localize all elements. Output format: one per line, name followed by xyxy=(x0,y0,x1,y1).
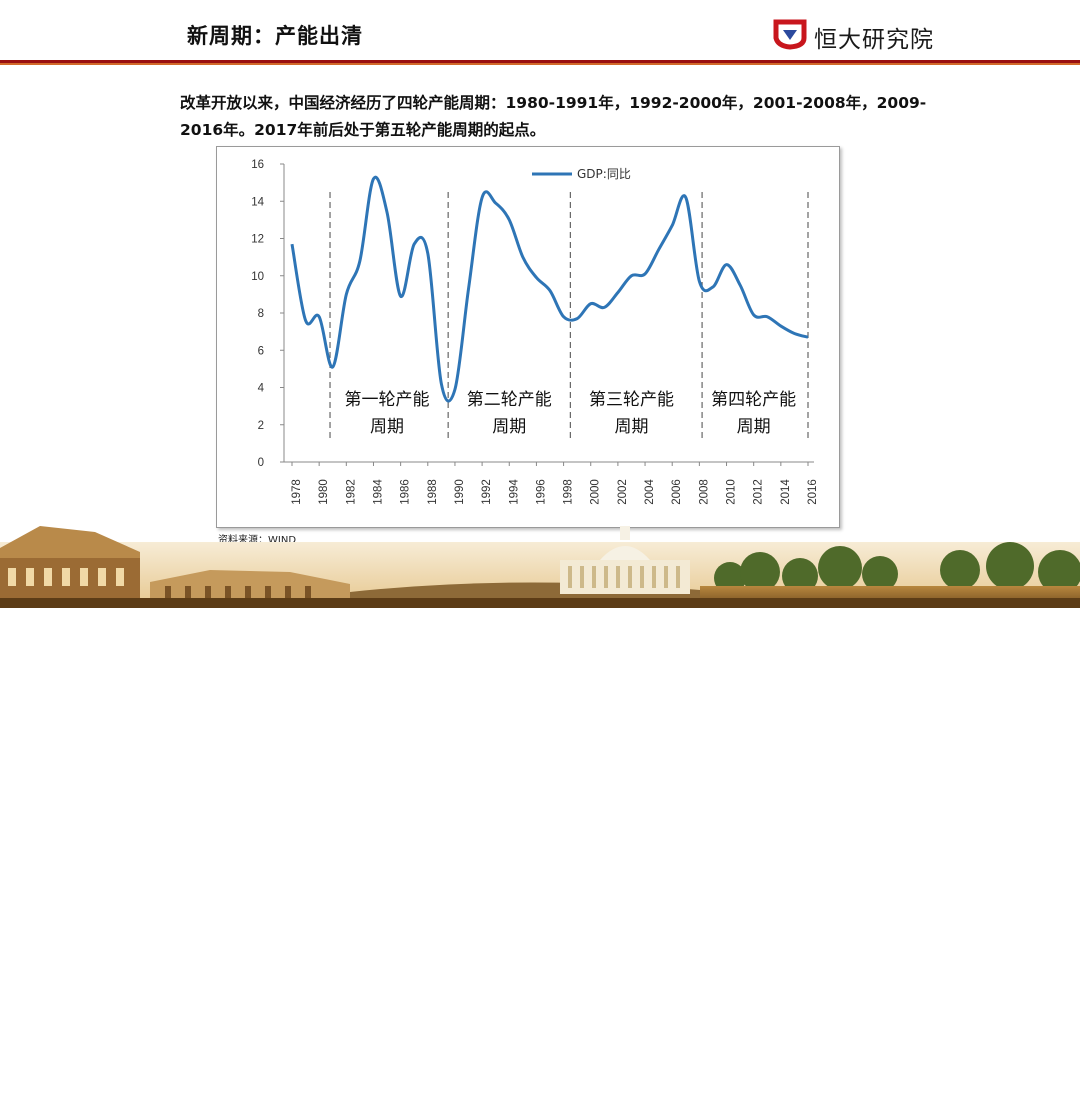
y-tick-label: 2 xyxy=(258,420,264,432)
page-title: 新周期：产能出清 xyxy=(187,20,363,50)
y-tick-label: 10 xyxy=(251,271,264,283)
x-tick-label: 2016 xyxy=(807,479,819,505)
x-tick-label: 2008 xyxy=(698,479,710,505)
cycle-annotation: 周期 xyxy=(614,417,648,437)
x-tick-label: 2006 xyxy=(671,479,683,505)
x-tick-label: 2002 xyxy=(617,479,629,505)
logo-text: 恒大研究院 xyxy=(814,20,934,54)
chart-frame: 0 2 4 6 8 10 12 14 16 1978 1980 1982 1984 1986 1988 199… xyxy=(216,146,840,528)
y-tick-label: 12 xyxy=(251,234,264,246)
x-tick-label: 2004 xyxy=(644,479,656,505)
x-tick-label: 2010 xyxy=(726,479,738,505)
x-tick-label: 2014 xyxy=(780,479,792,505)
cycle-annotation: 周期 xyxy=(492,417,526,437)
evergrande-logo-icon xyxy=(772,18,808,50)
y-tick-label: 6 xyxy=(258,345,264,357)
x-tick-label: 1980 xyxy=(318,479,330,505)
x-tick-label: 1988 xyxy=(427,479,439,505)
x-tick-label: 2000 xyxy=(590,479,602,505)
cycle-annotation: 第三轮产能 xyxy=(589,390,674,410)
x-tick-label: 1990 xyxy=(454,479,466,505)
y-tick-label: 8 xyxy=(258,308,264,320)
y-tick-label: 14 xyxy=(251,196,264,208)
x-tick-label: 1998 xyxy=(563,479,575,505)
x-tick-label: 1984 xyxy=(372,479,384,505)
x-tick-label: 1996 xyxy=(535,479,547,505)
watermark: ∞ 大数跨境 xyxy=(4,1090,92,1115)
watermark-text: 大数跨境 xyxy=(24,1095,92,1115)
x-tick-label: 1994 xyxy=(508,479,520,505)
footer-banner: ∞ 大数跨境 xyxy=(0,512,1080,608)
x-tick-label: 1992 xyxy=(481,479,493,505)
x-tick-label: 1978 xyxy=(291,479,303,505)
header-rule-accent xyxy=(0,63,1080,65)
cycle-annotation: 第四轮产能 xyxy=(711,390,796,410)
intro-paragraph: 改革开放以来，中国经济经历了四轮产能周期：1980-1991年，1992-200… xyxy=(180,90,940,144)
x-tick-label: 1986 xyxy=(400,479,412,505)
cycle-annotation: 周期 xyxy=(737,417,771,437)
x-tick-label: 2012 xyxy=(753,479,765,505)
y-tick-label: 16 xyxy=(251,159,264,171)
cycle-annotation: 第一轮产能 xyxy=(345,390,430,410)
y-tick-label: 0 xyxy=(258,457,264,469)
y-tick-label: 4 xyxy=(258,383,265,395)
watermark-icon: ∞ xyxy=(4,1095,24,1115)
series-line-gdp xyxy=(292,177,808,401)
cycle-annotation: 周期 xyxy=(370,417,404,437)
x-tick-label: 1982 xyxy=(345,479,357,505)
gdp-chart: 0 2 4 6 8 10 12 14 16 1978 1980 1982 1984 1986 1988 199… xyxy=(217,147,839,527)
legend-label: GDP:同比 xyxy=(577,167,631,181)
header-bar: 新周期：产能出清 恒大研究院 xyxy=(0,0,1080,62)
logo: 恒大研究院 xyxy=(772,18,942,52)
cycle-annotation: 第二轮产能 xyxy=(467,390,552,410)
